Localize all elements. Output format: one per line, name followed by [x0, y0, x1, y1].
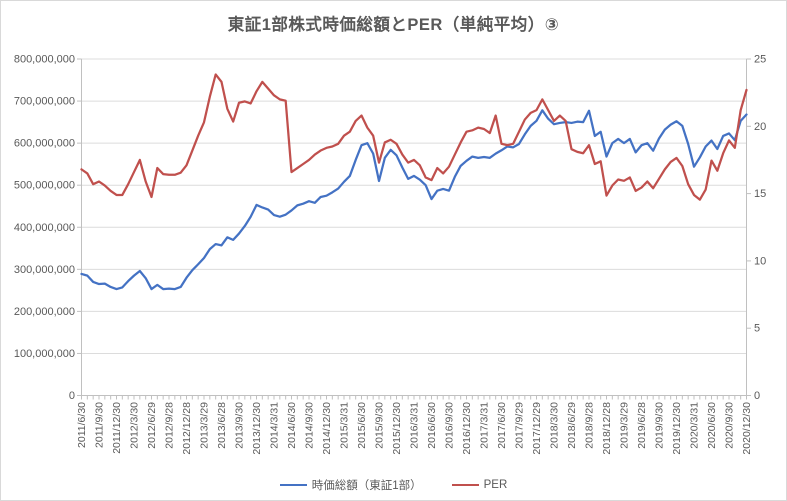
x-axis-label: 2013/12/30	[251, 402, 263, 455]
x-axis-label: 2019/9/30	[654, 402, 666, 449]
legend: 時価総額（東証1部） PER	[1, 477, 786, 493]
x-axis-label: 2020/3/31	[689, 402, 701, 449]
x-axis-label: 2020/9/30	[724, 402, 736, 449]
gridlines	[81, 58, 747, 354]
y-axis-label-left: 300,000,000	[14, 264, 75, 276]
x-axis-label: 2018/3/30	[549, 402, 561, 449]
y-axis-labels-left: 0 100,000,000 200,000,000 300,000,000 400,00…	[14, 54, 75, 403]
legend-item-market-cap: 時価総額（東証1部）	[279, 477, 422, 493]
x-axis-label: 2020/6/30	[706, 402, 718, 449]
y-axis-label-right: 10	[754, 255, 766, 267]
x-axis-label: 2017/9/29	[514, 402, 526, 449]
x-axis-label: 2012/6/29	[146, 402, 158, 449]
x-axis-label: 2013/9/30	[234, 402, 246, 449]
x-axis-label: 2016/9/30	[444, 402, 456, 449]
x-axis-label: 2017/12/29	[531, 402, 543, 455]
x-axis-label: 2011/12/30	[111, 402, 123, 454]
y-axis-label-left: 600,000,000	[14, 138, 75, 150]
x-axis-label: 2011/6/30	[76, 402, 88, 448]
x-axis-label: 2019/6/28	[636, 402, 648, 449]
x-axis-label: 2012/9/28	[164, 402, 176, 449]
legend-line-market-cap	[279, 483, 307, 487]
y-axis-label-left: 100,000,000	[14, 348, 75, 360]
x-axis-label: 2015/9/30	[374, 402, 386, 449]
x-axis-label: 2015/6/30	[356, 402, 368, 449]
x-axis-label: 2014/3/31	[269, 402, 281, 449]
y-axis-label-left: 400,000,000	[14, 222, 75, 234]
chart-title: 東証1部株式時価総額とPER（単純平均）③	[227, 16, 560, 34]
x-axis-label: 2014/9/30	[304, 402, 316, 449]
y-axis-label-right: 20	[754, 121, 766, 133]
y-axis-labels-right: 0 5 10 15 20 25	[754, 54, 766, 403]
legend-item-per: PER	[451, 479, 508, 491]
x-axis-label: 2013/3/29	[199, 402, 211, 449]
y-axis-label-left: 200,000,000	[14, 306, 75, 318]
x-axis-label: 2017/3/31	[479, 402, 491, 449]
x-axis-label: 2015/12/30	[391, 402, 403, 455]
x-axis-label: 2019/3/29	[619, 402, 631, 449]
x-axis-label: 2012/12/28	[181, 402, 193, 455]
x-axis-label: 2014/12/30	[321, 402, 333, 455]
y-axis-label-left: 0	[69, 390, 75, 402]
y-axis-label-right: 25	[754, 54, 766, 66]
x-axis-label: 2014/6/30	[286, 402, 298, 449]
x-axis-label: 2011/9/30	[94, 402, 106, 448]
series-line-market-cap	[80, 109, 748, 291]
x-axis-label: 2013/6/28	[216, 402, 228, 449]
legend-label-per: PER	[483, 479, 508, 491]
y-axis-label-left: 500,000,000	[14, 180, 75, 192]
y-axis-label-left: 700,000,000	[14, 96, 75, 108]
x-axis-label: 2018/9/28	[584, 402, 596, 449]
y-axis-label-right: 5	[754, 323, 760, 335]
x-axis-label: 2012/3/30	[129, 402, 141, 449]
y-axis-label-left: 800,000,000	[14, 54, 75, 66]
x-axis-label: 2016/12/30	[461, 402, 473, 455]
x-axis-labels: 2011/6/30 2011/9/30 2011/12/30 2012/3/30 201…	[76, 402, 753, 455]
x-axis-label: 2018/12/28	[601, 402, 613, 455]
x-axis-label: 2016/3/31	[409, 402, 421, 449]
x-axis-label: 2020/12/30	[741, 402, 753, 455]
x-axis-label: 2016/6/30	[426, 402, 438, 449]
tick-marks	[77, 58, 751, 400]
x-axis-label: 2017/6/30	[496, 402, 508, 449]
y-axis-label-right: 15	[754, 188, 766, 200]
legend-line-per	[451, 483, 479, 487]
x-axis-label: 2015/3/31	[339, 402, 351, 449]
x-axis-label: 2018/6/29	[566, 402, 578, 449]
legend-label-market-cap: 時価総額（東証1部）	[311, 480, 422, 492]
series-line-per	[80, 73, 748, 201]
y-axis-label-right: 0	[754, 390, 760, 402]
x-axis-label: 2019/12/30	[671, 402, 683, 455]
